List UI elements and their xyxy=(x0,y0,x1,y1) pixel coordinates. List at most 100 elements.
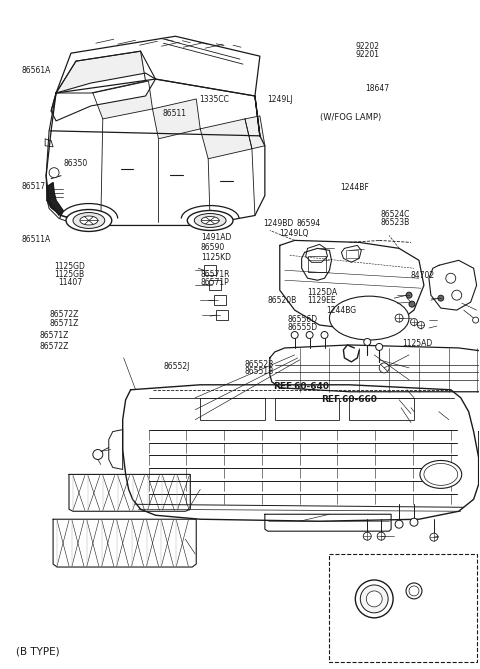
Circle shape xyxy=(379,363,389,373)
Ellipse shape xyxy=(201,217,219,225)
Polygon shape xyxy=(123,385,479,521)
Circle shape xyxy=(406,583,422,599)
Circle shape xyxy=(395,314,403,322)
Polygon shape xyxy=(200,119,252,159)
Text: 86561A: 86561A xyxy=(22,66,51,75)
Polygon shape xyxy=(47,183,63,215)
Ellipse shape xyxy=(329,296,409,340)
Text: 86524C: 86524C xyxy=(380,210,409,219)
Ellipse shape xyxy=(73,213,105,228)
Ellipse shape xyxy=(187,211,233,230)
Polygon shape xyxy=(93,81,153,119)
Polygon shape xyxy=(265,514,391,531)
Text: 86552B: 86552B xyxy=(245,360,274,369)
Circle shape xyxy=(430,533,438,541)
FancyBboxPatch shape xyxy=(329,554,477,662)
Text: 86571P: 86571P xyxy=(201,278,229,287)
Text: 86572Z: 86572Z xyxy=(39,342,69,351)
Circle shape xyxy=(409,301,415,307)
Polygon shape xyxy=(153,99,200,138)
Polygon shape xyxy=(270,345,480,392)
Text: (W/FOG LAMP): (W/FOG LAMP) xyxy=(320,114,382,122)
Text: 86590: 86590 xyxy=(201,244,225,252)
Text: 86556D: 86556D xyxy=(288,315,318,324)
Polygon shape xyxy=(479,432,480,472)
Bar xyxy=(216,310,228,320)
Bar xyxy=(308,256,325,272)
Polygon shape xyxy=(245,116,265,149)
Text: REF.60-640: REF.60-640 xyxy=(274,382,329,391)
Text: 86523B: 86523B xyxy=(380,218,409,227)
Ellipse shape xyxy=(194,213,226,227)
Circle shape xyxy=(410,518,418,527)
Text: 1244BF: 1244BF xyxy=(340,183,369,193)
Text: 1335CC: 1335CC xyxy=(199,96,229,104)
Ellipse shape xyxy=(80,216,98,225)
Bar xyxy=(209,280,221,290)
Text: 86555D: 86555D xyxy=(288,323,318,332)
Circle shape xyxy=(410,318,418,326)
Text: 86520B: 86520B xyxy=(268,296,297,305)
Text: 1491AD: 1491AD xyxy=(201,233,231,242)
Circle shape xyxy=(376,343,383,351)
Text: 1125GB: 1125GB xyxy=(54,270,84,279)
Polygon shape xyxy=(109,429,123,470)
Circle shape xyxy=(395,520,403,529)
Text: 86350: 86350 xyxy=(63,159,88,169)
Text: 1125KD: 1125KD xyxy=(201,254,231,262)
Text: 86571Z: 86571Z xyxy=(39,331,69,341)
Circle shape xyxy=(363,532,371,540)
Text: 1249LQ: 1249LQ xyxy=(279,229,309,237)
Text: 18647: 18647 xyxy=(365,84,389,93)
Circle shape xyxy=(438,295,444,301)
Text: 1244BG: 1244BG xyxy=(326,306,356,315)
Text: 92202: 92202 xyxy=(356,42,380,52)
Polygon shape xyxy=(69,474,190,511)
Circle shape xyxy=(321,332,328,339)
Polygon shape xyxy=(53,519,196,567)
Bar xyxy=(200,398,265,419)
Text: 1249LJ: 1249LJ xyxy=(268,96,293,104)
Text: 1125GD: 1125GD xyxy=(54,262,85,271)
Circle shape xyxy=(291,332,298,339)
Bar xyxy=(275,398,339,419)
Circle shape xyxy=(406,292,412,298)
Circle shape xyxy=(473,317,479,323)
Text: 1125AD: 1125AD xyxy=(402,339,432,348)
Text: 1249BD: 1249BD xyxy=(263,219,293,227)
Text: 86517: 86517 xyxy=(22,182,46,191)
Bar xyxy=(347,250,358,258)
Polygon shape xyxy=(51,73,156,121)
Bar xyxy=(349,398,414,419)
Bar xyxy=(204,266,216,275)
Bar xyxy=(214,295,226,305)
Text: 86552J: 86552J xyxy=(164,362,190,371)
Text: 1129EE: 1129EE xyxy=(307,296,336,305)
Polygon shape xyxy=(45,138,53,147)
Text: 92201: 92201 xyxy=(356,50,380,59)
Circle shape xyxy=(364,339,371,345)
Polygon shape xyxy=(56,52,145,93)
Circle shape xyxy=(418,322,424,328)
Text: 86571R: 86571R xyxy=(201,270,230,279)
Text: 11407: 11407 xyxy=(59,278,83,287)
Text: 86511A: 86511A xyxy=(22,235,51,244)
Text: 1125DA: 1125DA xyxy=(307,288,337,297)
Text: 86551B: 86551B xyxy=(245,367,274,376)
Circle shape xyxy=(377,532,385,540)
Text: 86572Z: 86572Z xyxy=(49,310,79,319)
Circle shape xyxy=(306,332,313,339)
Text: (B TYPE): (B TYPE) xyxy=(16,646,60,656)
Ellipse shape xyxy=(360,585,388,613)
Text: 86511: 86511 xyxy=(163,109,187,118)
Ellipse shape xyxy=(355,580,393,617)
Circle shape xyxy=(93,450,103,460)
Text: 84702: 84702 xyxy=(411,272,435,280)
Ellipse shape xyxy=(366,591,382,607)
Ellipse shape xyxy=(66,209,112,231)
Polygon shape xyxy=(56,36,260,96)
Circle shape xyxy=(49,168,59,178)
Ellipse shape xyxy=(420,460,462,488)
Text: 86571Z: 86571Z xyxy=(49,319,79,328)
Text: 86594: 86594 xyxy=(296,219,321,227)
